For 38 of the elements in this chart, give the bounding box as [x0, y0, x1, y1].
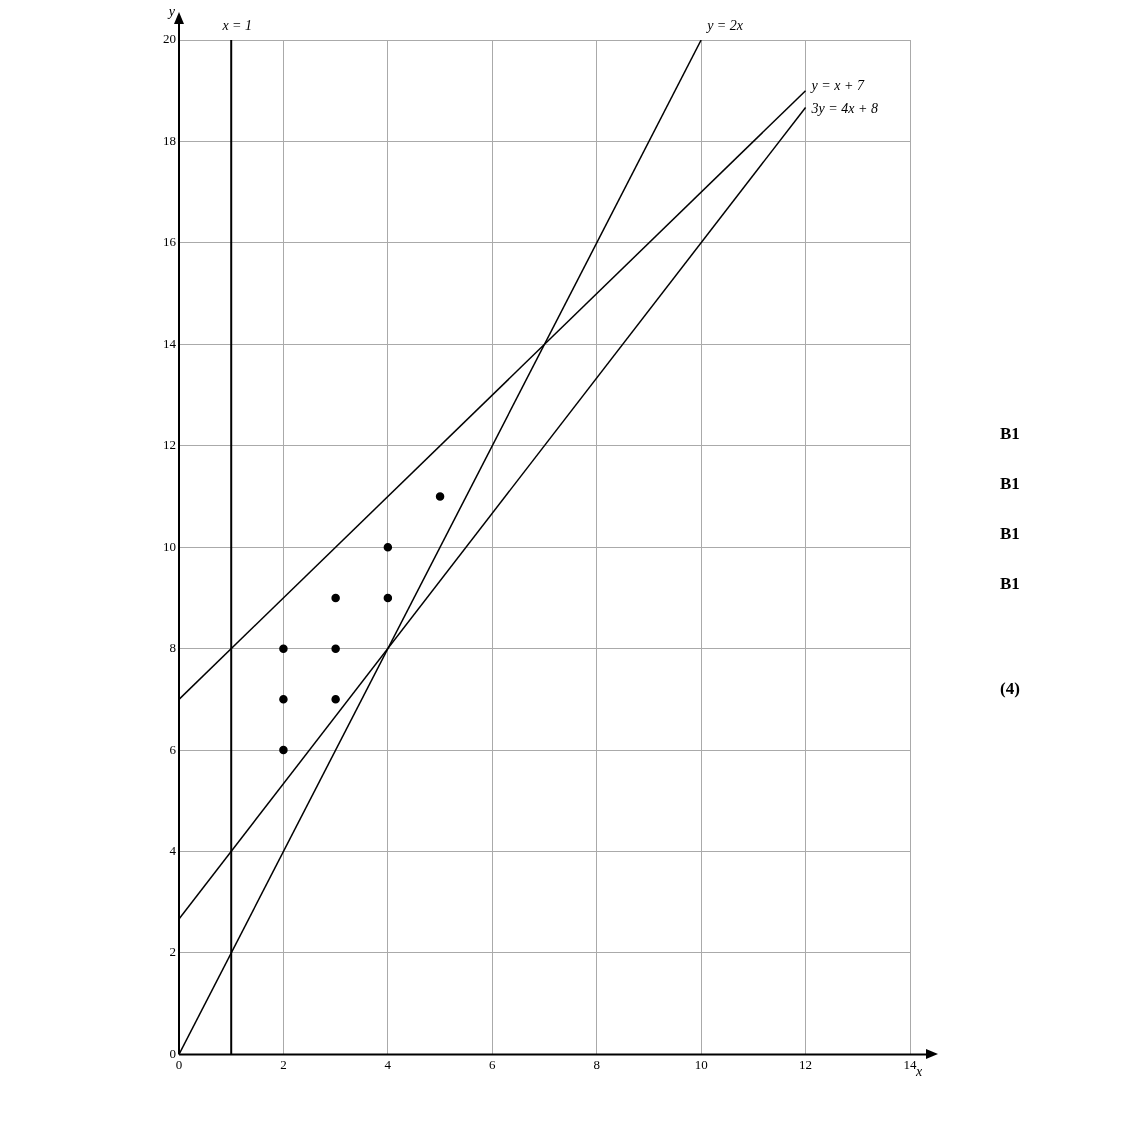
x-tick-label: 6 — [489, 1056, 497, 1072]
x-tick-label: 10 — [694, 1056, 708, 1072]
x-tick-label: 12 — [799, 1056, 813, 1072]
y-tick-label: 10 — [163, 538, 176, 554]
y-tick-label: 4 — [169, 842, 177, 858]
y-axis-title: y — [166, 3, 176, 19]
point — [383, 542, 393, 552]
series-label: y = x + 7 — [809, 78, 865, 94]
text: B1 — [1000, 524, 1020, 544]
text: B1 — [1000, 424, 1020, 444]
point — [331, 695, 340, 704]
point — [279, 745, 288, 755]
ref-line-label: x = 1 — [221, 17, 253, 33]
y-tick-label: 18 — [163, 132, 176, 148]
text: B1 — [1000, 574, 1020, 594]
point — [279, 644, 288, 653]
x-tick-label: 8 — [593, 1056, 600, 1072]
y-tick-label: 16 — [163, 234, 177, 250]
x-axis-title: x — [915, 1064, 923, 1080]
point — [331, 644, 340, 653]
text: (4) — [1000, 679, 1020, 699]
series-label: 3y = 4x + 8 — [810, 101, 878, 117]
x-tick-label: 14 — [903, 1056, 917, 1072]
y-tick-label: 2 — [169, 944, 176, 960]
x-tick-label: 4 — [384, 1056, 392, 1072]
y-tick-label: 0 — [169, 1045, 176, 1061]
y-tick-label: 14 — [163, 335, 177, 351]
point — [383, 593, 393, 603]
x-tick-label: 2 — [280, 1056, 287, 1072]
series-label: y = 2x — [705, 17, 744, 33]
point — [331, 593, 340, 603]
y-tick-label: 8 — [169, 640, 176, 656]
point — [435, 492, 445, 501]
y-tick-label: 12 — [163, 437, 176, 453]
y-tick-label: 6 — [169, 741, 177, 757]
y-tick-label: 20 — [163, 31, 176, 47]
text: B1 — [1000, 474, 1020, 494]
point — [279, 695, 288, 704]
